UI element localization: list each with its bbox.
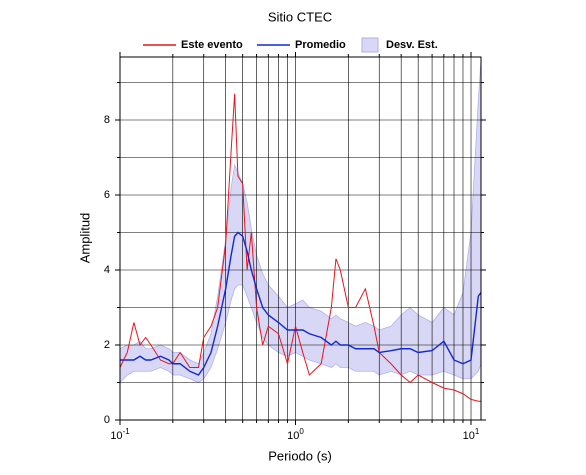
- legend-label: Desv. Est.: [386, 39, 438, 51]
- x-tick-label: 101: [463, 427, 480, 442]
- x-tick-exponent: 1: [475, 427, 480, 436]
- x-tick-exponent: -1: [123, 427, 131, 436]
- x-tick-label: 10-1: [110, 427, 130, 442]
- y-axis-label: Amplitud: [77, 213, 92, 264]
- legend-label: Este evento: [181, 39, 243, 51]
- legend-swatch: [361, 37, 379, 53]
- x-axis-label: Periodo (s): [268, 448, 332, 463]
- x-tick-base: 10: [463, 430, 475, 442]
- y-tick-label: 6: [104, 189, 110, 201]
- std-band: [119, 59, 482, 384]
- legend-label: Promedio: [295, 39, 346, 51]
- x-tick-label: 100: [287, 427, 304, 442]
- y-tick-label: 0: [104, 414, 110, 426]
- x-tick-exponent: 0: [299, 427, 304, 436]
- series-line: [120, 231, 482, 376]
- x-tick-base: 10: [110, 430, 122, 442]
- y-tick-label: 8: [104, 114, 110, 126]
- y-tick-label: 2: [104, 339, 110, 351]
- y-tick-label: 4: [104, 264, 110, 276]
- x-tick-base: 10: [287, 430, 299, 442]
- chart-title: Sitio CTEC: [268, 9, 332, 24]
- plot-frame: [119, 56, 482, 421]
- series-line: [119, 93, 481, 402]
